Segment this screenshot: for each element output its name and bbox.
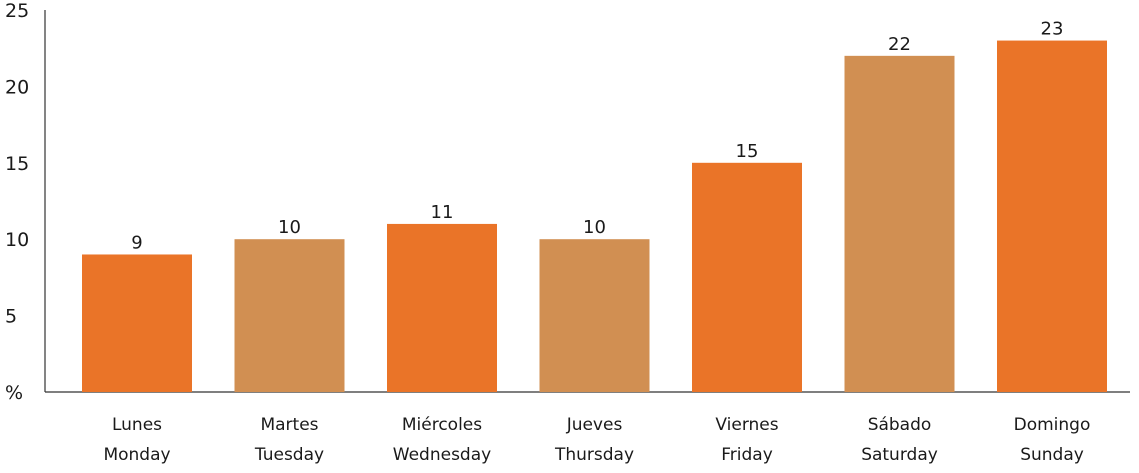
x-tick-label-es: Viernes bbox=[715, 415, 778, 435]
y-axis: % 5 10 15 20 25 bbox=[5, 0, 46, 404]
bar bbox=[82, 254, 192, 392]
bar bbox=[234, 239, 345, 392]
x-tick-label-en: Monday bbox=[103, 445, 170, 465]
x-tick-label-es: Domingo bbox=[1014, 415, 1091, 435]
x-tick-label-en: Tuesday bbox=[254, 445, 324, 465]
y-tick-label: 15 bbox=[5, 153, 29, 175]
bar-value-label: 15 bbox=[736, 141, 759, 162]
bar-value-label: 10 bbox=[583, 217, 606, 238]
y-axis-unit-label: % bbox=[5, 382, 23, 404]
x-tick-label-en: Thursday bbox=[554, 445, 634, 465]
bar bbox=[692, 162, 802, 392]
bar-value-label: 11 bbox=[431, 202, 454, 223]
bar-value-label: 9 bbox=[131, 232, 142, 253]
x-tick-label-es: Lunes bbox=[112, 415, 162, 435]
x-tick-label-es: Jueves bbox=[566, 415, 623, 435]
y-tick-label: 25 bbox=[5, 0, 29, 22]
bar-value-label: 10 bbox=[278, 217, 301, 238]
x-tick-label-es: Sábado bbox=[868, 415, 932, 435]
x-tick-label-en: Sunday bbox=[1020, 445, 1084, 465]
bar bbox=[997, 40, 1107, 393]
bar bbox=[539, 239, 650, 392]
bar-value-label: 22 bbox=[888, 34, 911, 55]
x-tick-label-en: Friday bbox=[721, 445, 773, 465]
x-tick-label-es: Martes bbox=[260, 415, 318, 435]
y-tick-label: 10 bbox=[5, 229, 29, 251]
bar-value-label: 23 bbox=[1041, 19, 1064, 40]
bars-group: 9 Lunes Monday 10 Martes Tuesday 11 Miércoles We… bbox=[82, 19, 1107, 465]
x-tick-label-es: Miércoles bbox=[402, 415, 482, 435]
bar bbox=[844, 55, 955, 393]
x-tick-label-en: Wednesday bbox=[393, 445, 491, 465]
bar bbox=[387, 223, 497, 392]
x-tick-label-en: Saturday bbox=[861, 445, 938, 465]
y-tick-label: 5 bbox=[5, 306, 17, 328]
y-tick-label: 20 bbox=[5, 76, 29, 98]
